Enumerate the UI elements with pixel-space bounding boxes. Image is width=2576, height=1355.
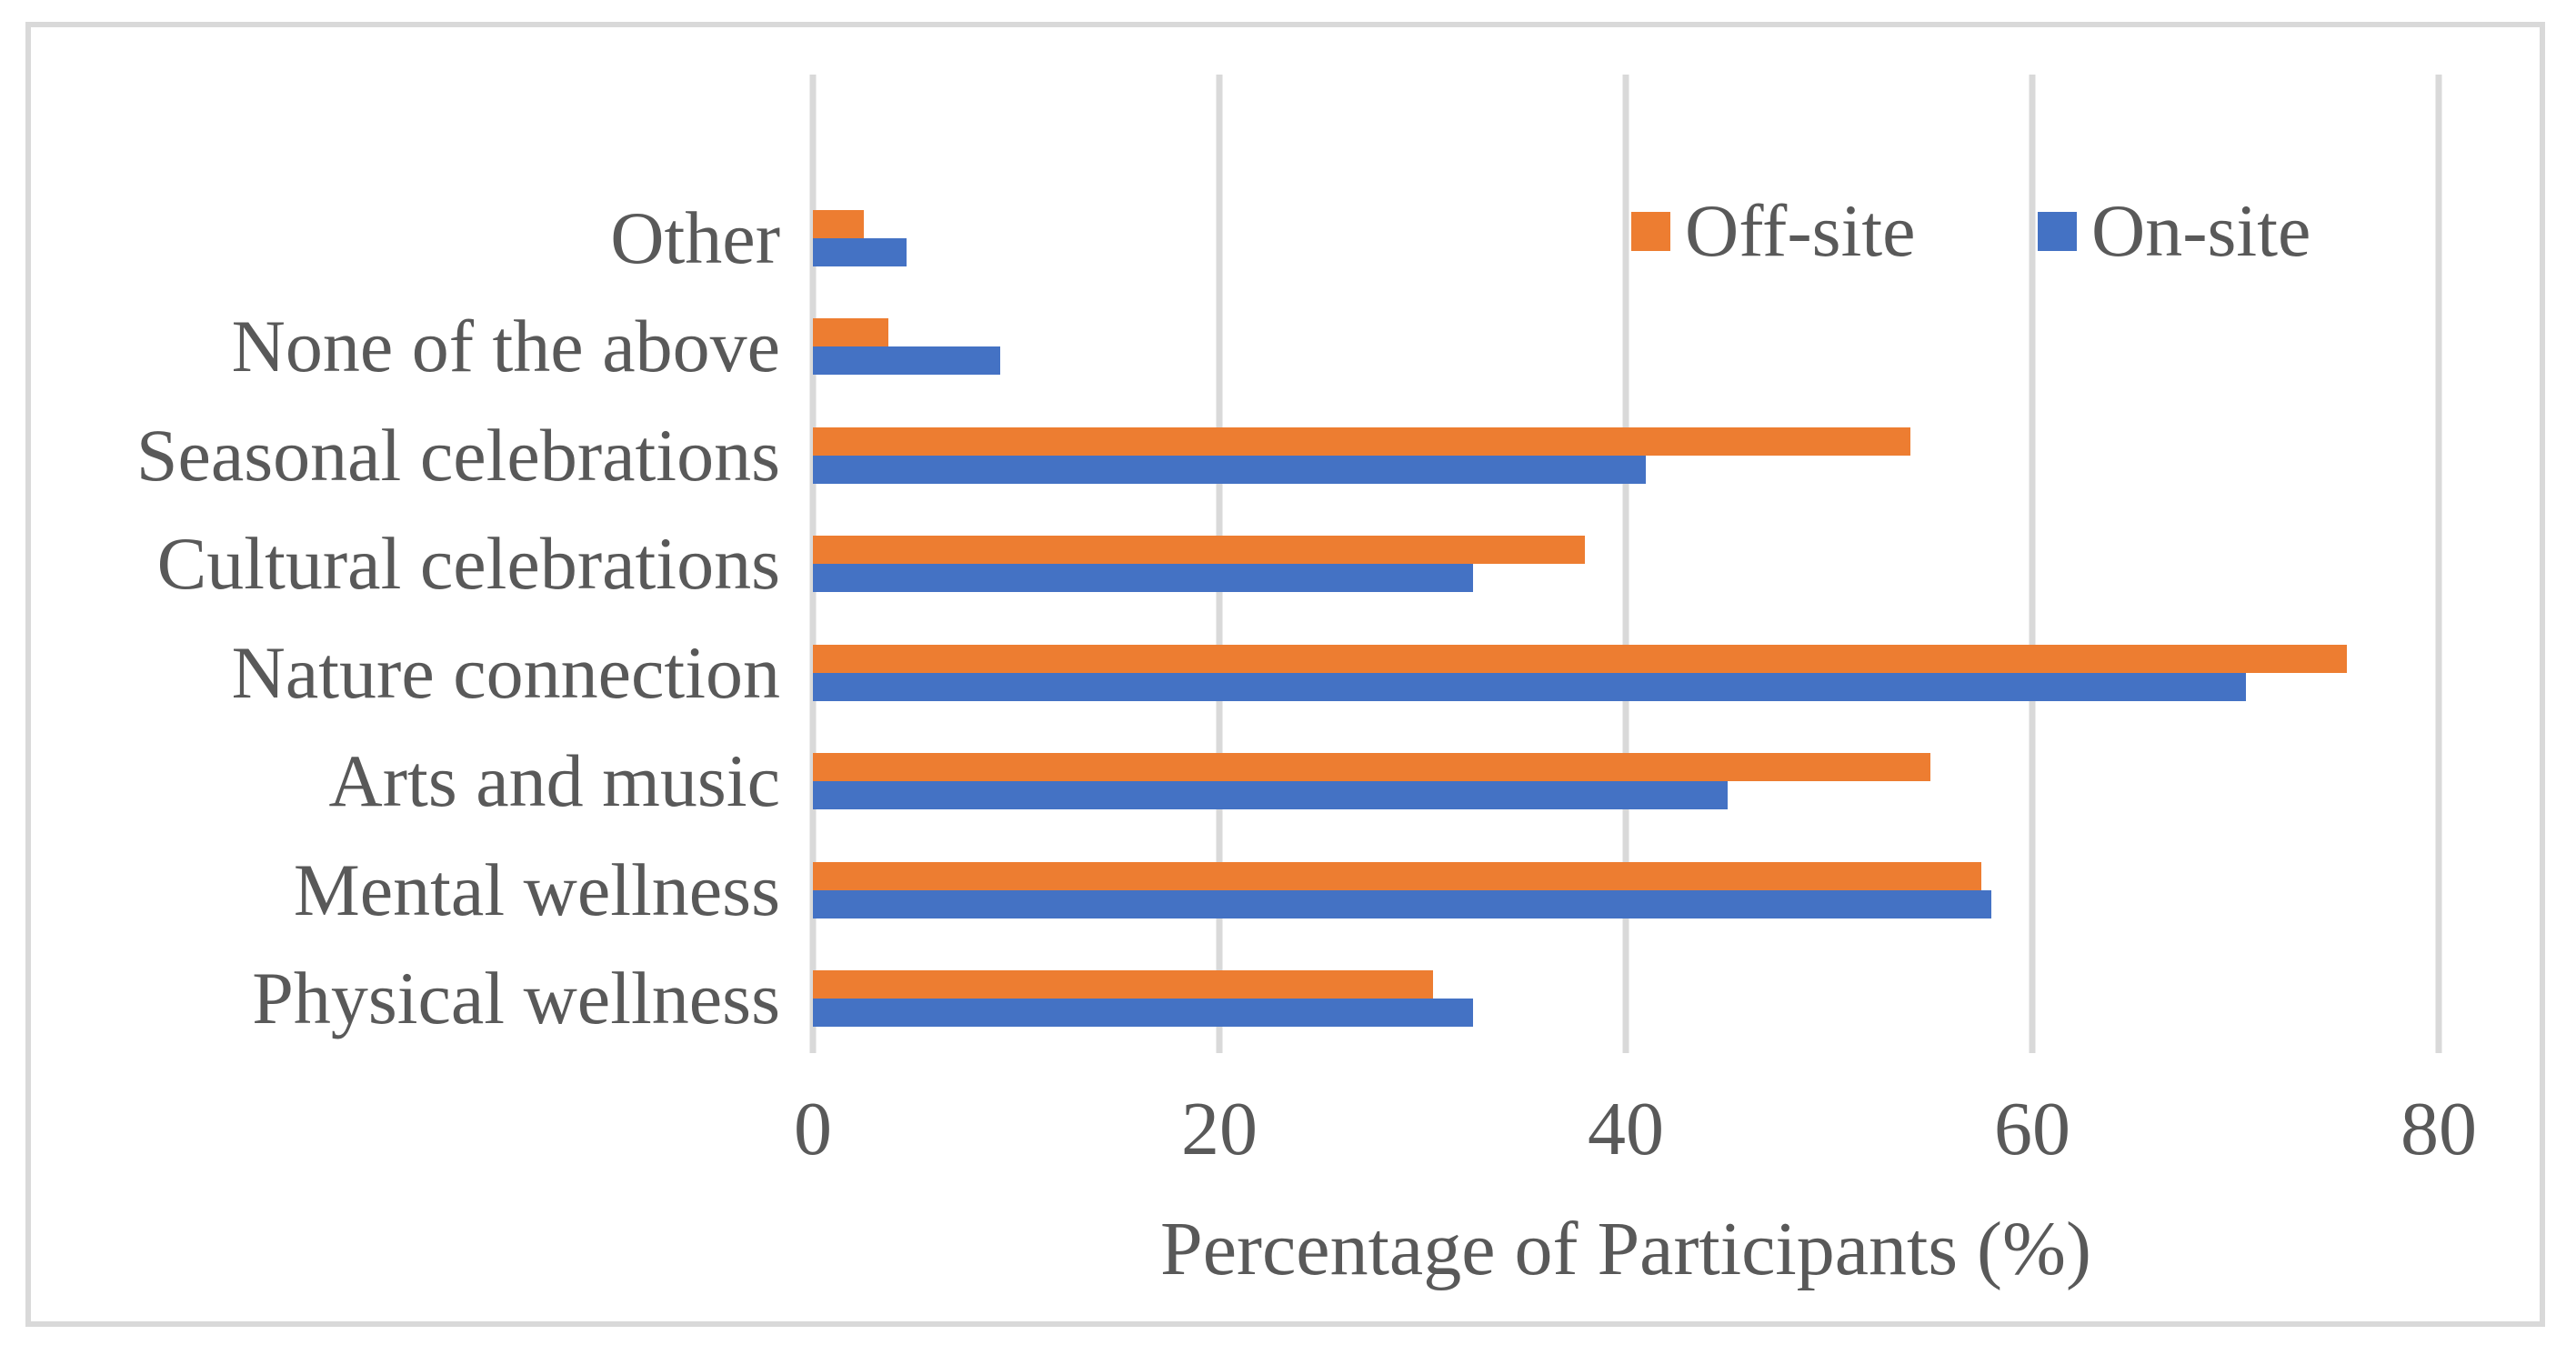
x-tick-label: 0 — [794, 1087, 832, 1171]
gridline-60 — [2029, 75, 2036, 1053]
category-label: None of the above — [231, 305, 780, 388]
category-label: Mental wellness — [293, 848, 780, 931]
category-label: Arts and music — [328, 739, 780, 823]
bar-group-none-of-the-above — [813, 293, 2439, 402]
gridline-40 — [1622, 75, 1629, 1053]
legend-item-on-site: On-site — [2038, 194, 2310, 268]
legend-label-off-site: Off-site — [1685, 189, 1916, 272]
bar-on-site — [813, 889, 1992, 918]
x-axis-title: Percentage of Participants (%) — [1160, 1207, 2091, 1291]
legend-swatch-on-site — [2038, 211, 2077, 251]
bar-off-site — [813, 861, 1982, 890]
bar-off-site — [813, 427, 1910, 456]
bar-group-arts-and-music — [813, 728, 2439, 837]
category-label: Nature connection — [231, 630, 780, 714]
legend-label-on-site: On-site — [2091, 189, 2311, 272]
legend-swatch-off-site — [1631, 211, 1670, 251]
bar-group-seasonal-celebrations — [813, 401, 2439, 510]
x-tick-label: 20 — [1181, 1087, 1258, 1171]
bar-group-mental-wellness — [813, 836, 2439, 945]
bar-off-site — [813, 536, 1586, 564]
bar-group-cultural-celebrations — [813, 510, 2439, 619]
category-label: Seasonal celebrations — [135, 413, 780, 497]
bar-off-site — [813, 644, 2348, 673]
bar-off-site — [813, 209, 864, 238]
x-tick-label: 60 — [1994, 1087, 2070, 1171]
bar-group-physical-wellness — [813, 945, 2439, 1054]
bar-off-site — [813, 753, 1931, 781]
bar-on-site — [813, 455, 1647, 484]
bar-off-site — [813, 318, 888, 346]
category-label: Other — [610, 196, 780, 279]
bar-group-other — [813, 184, 2439, 293]
bar-group-nature-connection — [813, 618, 2439, 728]
category-label: Cultural celebrations — [156, 522, 780, 606]
bar-on-site — [813, 672, 2246, 701]
bar-on-site — [813, 237, 907, 266]
bar-on-site — [813, 999, 1474, 1027]
x-tick-label: 80 — [2401, 1087, 2477, 1171]
bar-off-site — [813, 970, 1433, 999]
bar-on-site — [813, 346, 1000, 375]
bars-layer — [813, 184, 2439, 1053]
bar-on-site — [813, 781, 1728, 809]
category-label: Physical wellness — [252, 957, 780, 1040]
legend-item-off-site: Off-site — [1631, 194, 1916, 268]
bar-on-site — [813, 564, 1474, 592]
category-axis: Other None of the above Seasonal celebrati… — [0, 184, 780, 1053]
x-tick-label: 40 — [1588, 1087, 1664, 1171]
plot-area: Off-site On-site — [809, 75, 2442, 1053]
gridline-80 — [2435, 75, 2442, 1053]
